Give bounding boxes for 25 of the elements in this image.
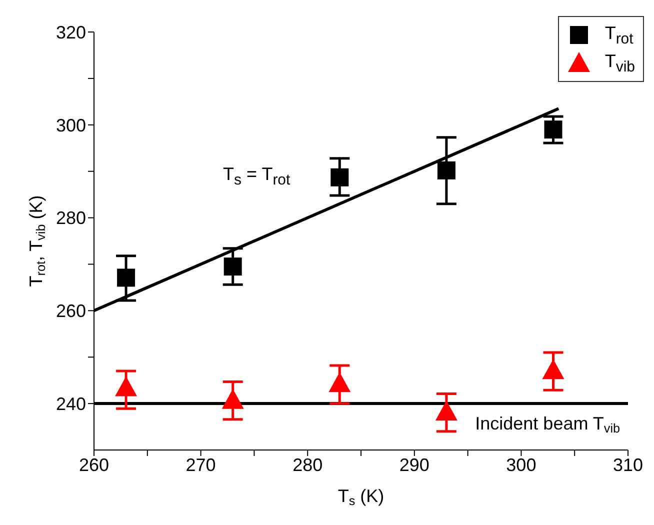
point [328,372,351,392]
point [115,376,138,396]
x-tick-label: 260 [78,454,110,475]
x-tick-label: 270 [186,454,216,475]
point [222,388,244,409]
point [437,161,456,180]
legend-label: T$_{rot}$ [604,22,634,48]
y-tick-label: 240 [56,394,86,414]
x-tick-label: 300 [506,454,536,475]
point [330,168,349,186]
y-tick-label: 280 [56,208,86,228]
legend-label: T$_{vib}$ [604,50,635,76]
point [544,120,562,139]
x-axis-title: T$_{s}$ (K) [338,486,384,508]
y-tick-label: 320 [56,22,86,42]
x-tick-label: 310 [612,454,644,475]
x-tick-label: 290 [399,454,430,475]
annotation: T$_{s}$ = T$_{rot}$ [223,164,290,189]
point [435,400,458,420]
y-tick-label: 300 [56,115,86,136]
point [117,268,136,287]
y-tick-label: 260 [56,301,86,322]
x-tick-label: 280 [292,454,323,475]
point [224,258,242,276]
ref-line-label: Incident beam T$_{vib}$ [475,414,620,436]
